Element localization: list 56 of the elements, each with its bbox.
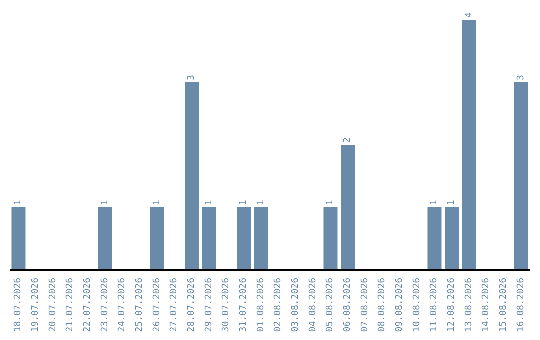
bar [185, 82, 200, 270]
data-label: 1 [326, 200, 336, 206]
bar [462, 20, 476, 270]
data-label: 3 [516, 75, 526, 80]
bar [514, 82, 528, 270]
x-tick-label: 28.07.2026 [187, 278, 197, 332]
x-tick-label: 19.07.2026 [31, 278, 41, 332]
x-tick-label: 29.07.2026 [204, 278, 214, 332]
bar [324, 208, 338, 270]
x-tick-label: 16.08.2026 [516, 278, 526, 332]
x-tick-label: 07.08.2026 [360, 278, 370, 332]
x-tick-label: 14.08.2026 [482, 278, 492, 332]
x-tick-label: 09.08.2026 [395, 278, 405, 332]
bar [445, 208, 460, 270]
x-tick-label: 05.08.2026 [326, 278, 336, 332]
data-label: 1 [14, 200, 24, 206]
x-tick-label: 15.08.2026 [499, 278, 509, 332]
x-tick-label: 25.07.2026 [135, 278, 145, 332]
x-tick-label: 04.08.2026 [308, 278, 318, 332]
bar [254, 208, 268, 270]
data-label: 2 [343, 138, 354, 143]
bar [428, 208, 442, 270]
data-label: 1 [256, 200, 266, 206]
x-tick-label: 31.07.2026 [239, 278, 249, 332]
x-tick-label: 12.08.2026 [447, 278, 457, 332]
x-tick-label: 30.07.2026 [222, 278, 232, 332]
x-tick-label: 01.08.2026 [256, 278, 266, 332]
data-label: 1 [239, 200, 250, 206]
bar [202, 208, 216, 270]
data-label: 1 [204, 200, 214, 206]
bar [12, 208, 26, 270]
bar [341, 145, 356, 270]
data-label: 3 [187, 75, 198, 80]
x-tick-label: 20.07.2026 [48, 278, 58, 332]
x-tick-label: 13.08.2026 [464, 278, 474, 332]
data-label: 1 [152, 200, 162, 206]
data-label: 1 [430, 200, 440, 206]
x-tick-label: 22.07.2026 [83, 278, 93, 332]
data-label: 1 [447, 200, 458, 206]
data-label: 4 [464, 12, 474, 18]
bar [237, 208, 252, 270]
x-tick-label: 26.07.2026 [152, 278, 162, 332]
x-tick-label: 21.07.2026 [66, 278, 76, 332]
x-tick-label: 02.08.2026 [274, 278, 284, 332]
x-tick-label: 27.07.2026 [170, 278, 180, 332]
data-label: 1 [100, 200, 110, 206]
x-tick-label: 18.07.2026 [14, 278, 24, 332]
x-tick-label: 24.07.2026 [118, 278, 128, 332]
x-tick-label: 11.08.2026 [430, 278, 440, 332]
x-tick-label: 23.07.2026 [100, 278, 110, 332]
x-tick-label: 03.08.2026 [291, 278, 301, 332]
bar [98, 208, 112, 270]
bar [150, 208, 164, 270]
x-tick-label: 10.08.2026 [412, 278, 422, 332]
x-tick-label: 08.08.2026 [378, 278, 388, 332]
x-tick-label: 06.08.2026 [343, 278, 353, 332]
